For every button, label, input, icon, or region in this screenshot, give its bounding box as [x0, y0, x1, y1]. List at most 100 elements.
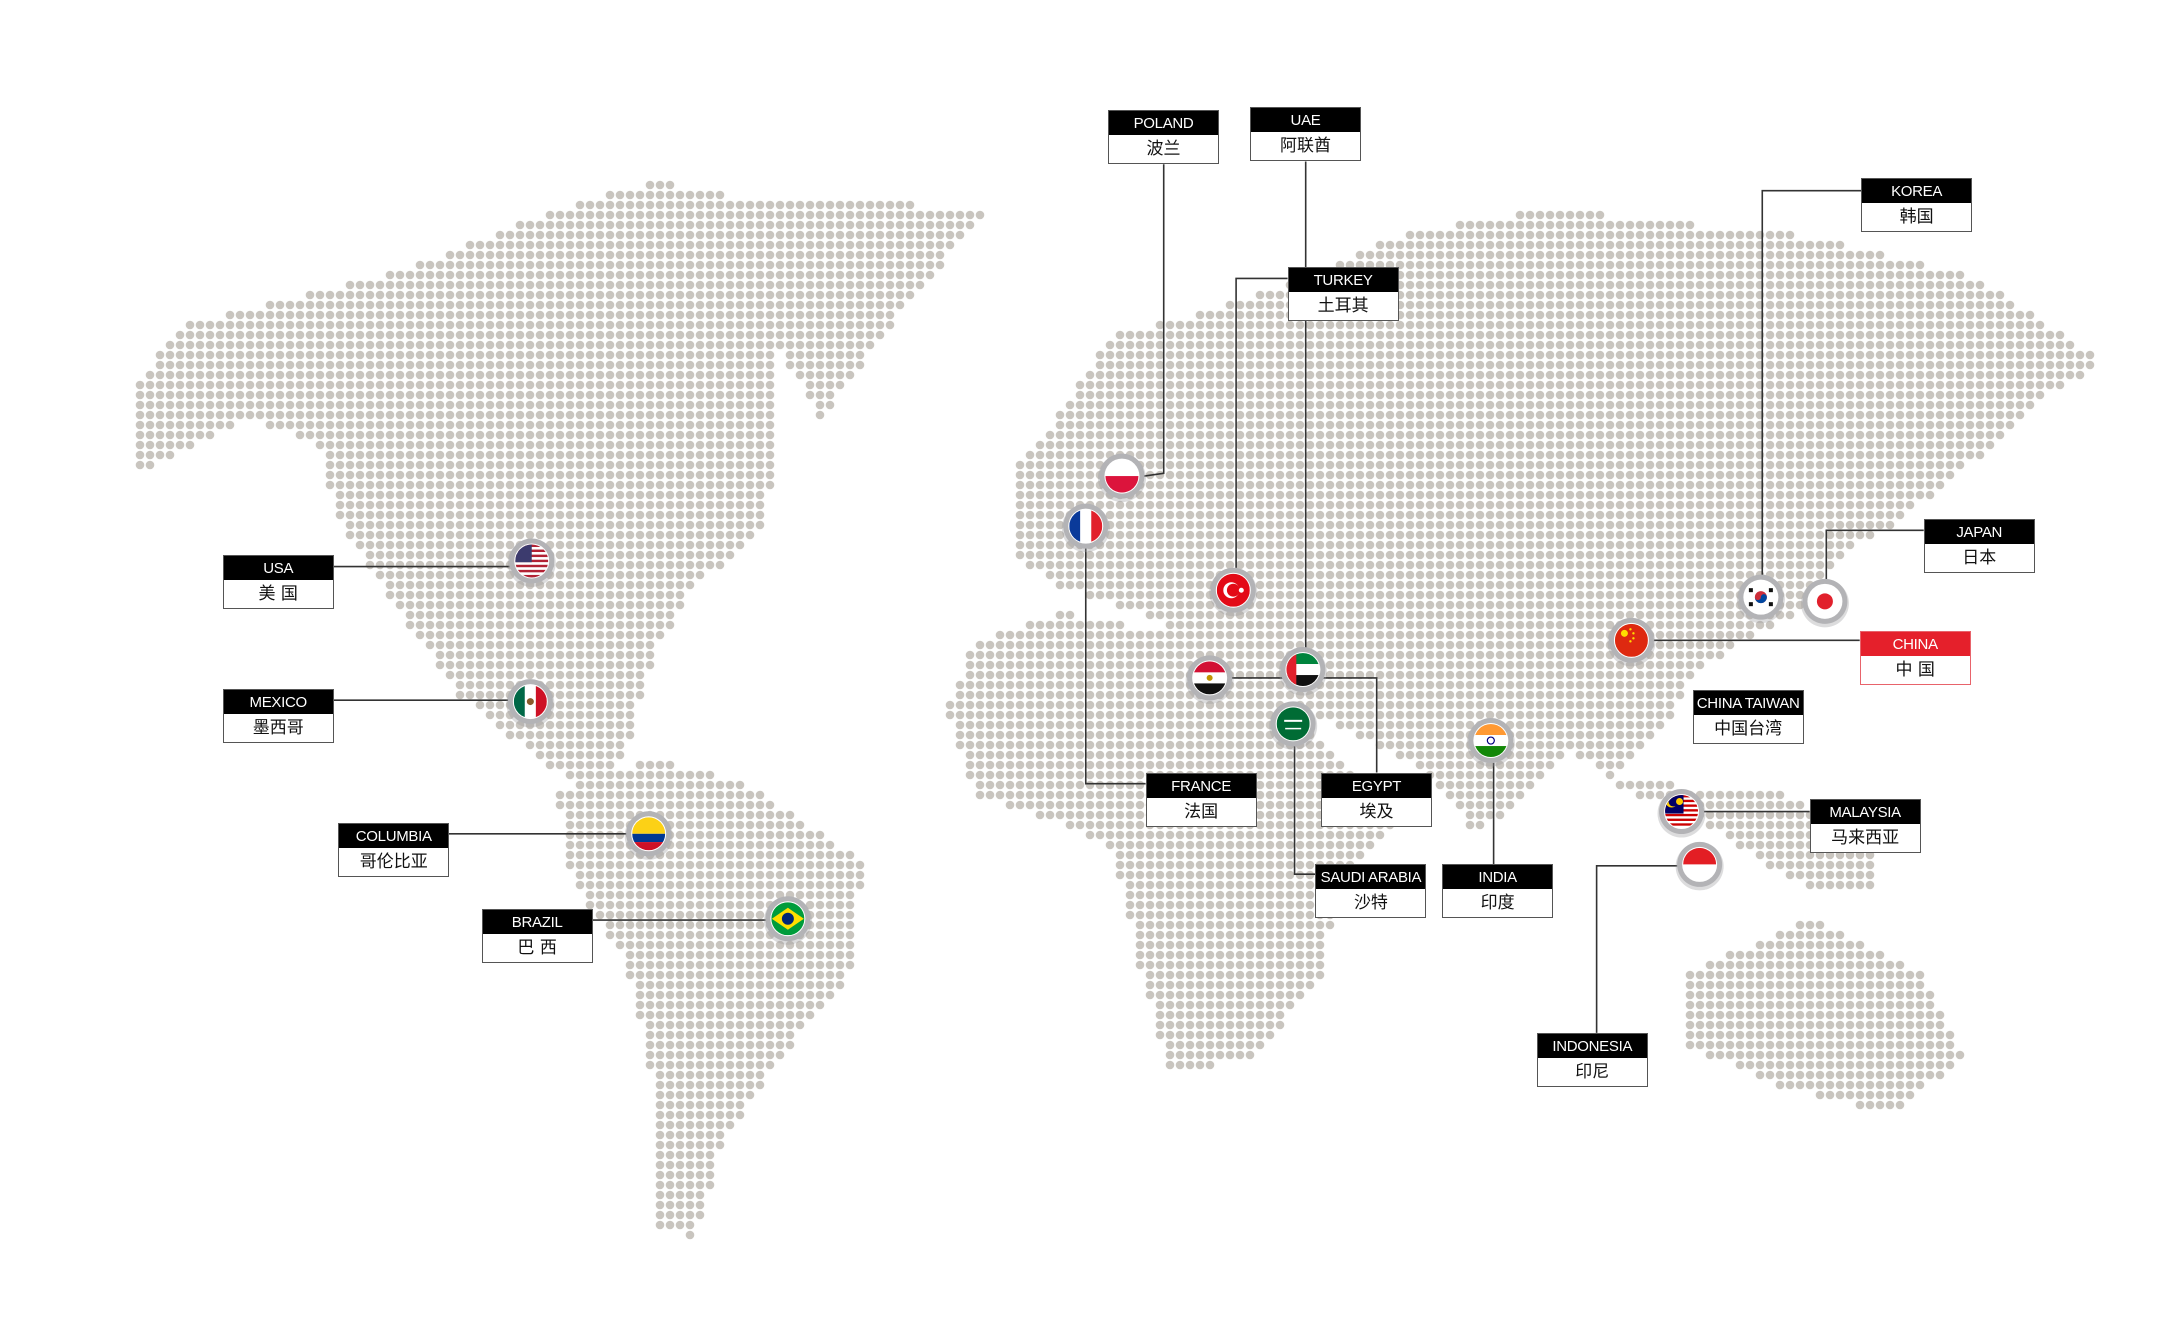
- map-dot: [1685, 350, 1695, 360]
- map-dot: [1875, 300, 1885, 310]
- map-dot: [295, 350, 305, 360]
- map-dot: [375, 550, 385, 560]
- map-dot: [1595, 420, 1605, 430]
- map-dot: [725, 430, 735, 440]
- map-dot: [1915, 410, 1925, 420]
- map-dot: [1615, 440, 1625, 450]
- map-dot: [1995, 360, 2005, 370]
- map-dot: [1565, 420, 1575, 430]
- map-dot: [1175, 520, 1185, 530]
- map-dot: [825, 350, 835, 360]
- map-dot: [1615, 370, 1625, 380]
- map-dot: [1455, 350, 1465, 360]
- map-dot: [2005, 350, 2015, 360]
- map-dot: [1635, 320, 1645, 330]
- map-dot: [1895, 280, 1905, 290]
- map-dot: [1075, 410, 1085, 420]
- map-dot: [1685, 530, 1695, 540]
- map-dot: [1685, 330, 1695, 340]
- map-dot: [1555, 240, 1565, 250]
- map-dot: [755, 420, 765, 430]
- map-dot: [745, 490, 755, 500]
- map-dot: [1645, 420, 1655, 430]
- map-dot: [605, 470, 615, 480]
- map-dot: [1705, 430, 1715, 440]
- map-dot: [685, 190, 695, 200]
- map-dot: [1535, 490, 1545, 500]
- map-dot: [1955, 310, 1965, 320]
- map-dot: [1725, 550, 1735, 560]
- map-dot: [1565, 510, 1575, 520]
- map-dot: [135, 380, 145, 390]
- map-dot: [155, 420, 165, 430]
- map-dot: [1255, 560, 1265, 570]
- map-dot: [545, 260, 555, 270]
- map-dot: [1675, 290, 1685, 300]
- map-dot: [1405, 370, 1415, 380]
- map-dot: [1585, 310, 1595, 320]
- map-dot: [765, 440, 775, 450]
- map-dot: [1525, 280, 1535, 290]
- map-dot: [1785, 290, 1795, 300]
- map-dot: [1595, 340, 1605, 350]
- map-dot: [705, 260, 715, 270]
- map-dot: [1675, 380, 1685, 390]
- map-dot: [1365, 350, 1375, 360]
- map-dot: [285, 400, 295, 410]
- map-dot: [1775, 490, 1785, 500]
- map-dot: [405, 520, 415, 530]
- map-dot: [1255, 300, 1265, 310]
- map-dot: [1525, 240, 1535, 250]
- map-dot: [1265, 370, 1275, 380]
- map-dot: [1265, 470, 1275, 480]
- map-dot: [1665, 520, 1675, 530]
- map-dot: [1445, 440, 1455, 450]
- map-dot: [1695, 440, 1705, 450]
- map-dot: [1225, 560, 1235, 570]
- map-dot: [505, 280, 515, 290]
- map-dot: [1215, 400, 1225, 410]
- map-dot: [875, 320, 885, 330]
- map-dot: [445, 550, 455, 560]
- map-dot: [1665, 310, 1675, 320]
- map-dot: [1845, 330, 1855, 340]
- map-dot: [715, 410, 725, 420]
- map-dot: [1315, 400, 1325, 410]
- map-dot: [1605, 270, 1615, 280]
- map-dot: [705, 530, 715, 540]
- map-dot: [1485, 230, 1495, 240]
- map-dot: [1075, 490, 1085, 500]
- map-dot: [1265, 300, 1275, 310]
- map-dot: [1825, 450, 1835, 460]
- map-dot: [1735, 520, 1745, 530]
- map-dot: [1825, 330, 1835, 340]
- map-dot: [1565, 560, 1575, 570]
- map-dot: [1255, 550, 1265, 560]
- map-dot: [1685, 260, 1695, 270]
- map-dot: [165, 350, 175, 360]
- map-dot: [545, 340, 555, 350]
- map-dot: [945, 240, 955, 250]
- map-dot: [455, 290, 465, 300]
- map-dot: [435, 390, 445, 400]
- map-dot: [725, 310, 735, 320]
- map-dot: [655, 260, 665, 270]
- map-dot: [1415, 540, 1425, 550]
- map-dot: [615, 450, 625, 460]
- map-dot: [1815, 360, 1825, 370]
- map-dot: [145, 400, 155, 410]
- map-dot: [1155, 400, 1165, 410]
- map-dot: [1515, 490, 1525, 500]
- map-dot: [1315, 380, 1325, 390]
- map-dot: [555, 570, 565, 580]
- map-dot: [725, 330, 735, 340]
- map-dot: [405, 390, 415, 400]
- map-dot: [625, 310, 635, 320]
- map-dot: [1745, 490, 1755, 500]
- map-dot: [1715, 380, 1725, 390]
- map-dot: [1415, 460, 1425, 470]
- map-dot: [1885, 390, 1895, 400]
- map-dot: [1145, 520, 1155, 530]
- map-dot: [1725, 390, 1735, 400]
- map-dot: [1665, 240, 1675, 250]
